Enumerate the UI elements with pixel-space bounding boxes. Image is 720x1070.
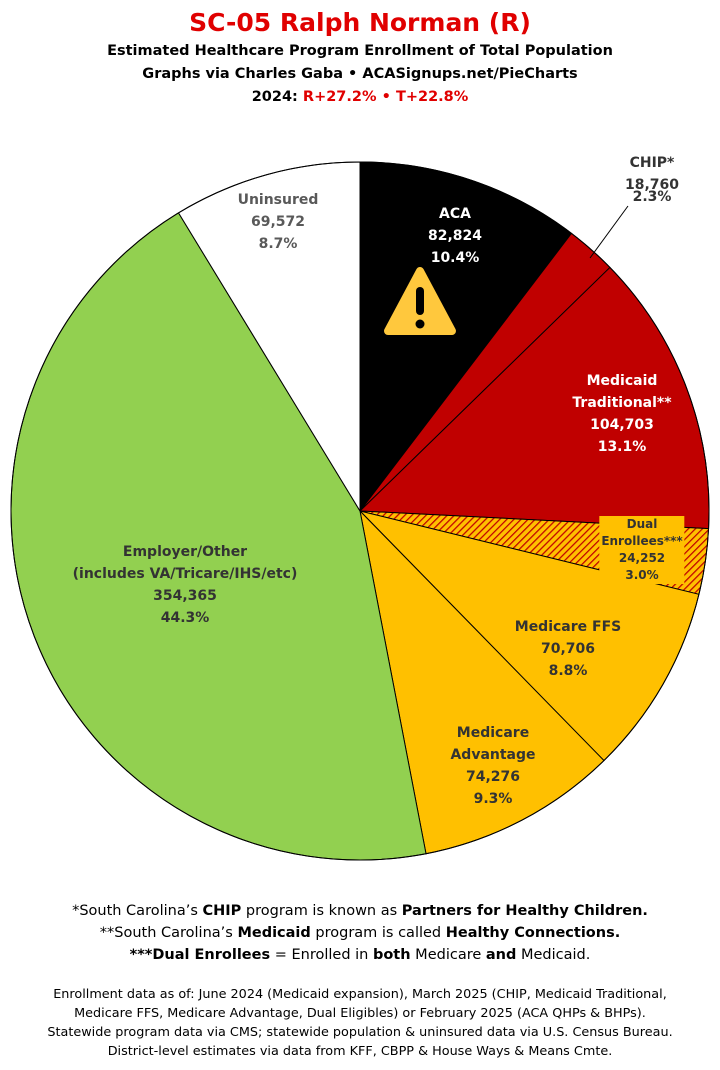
percent-label: 3.0% bbox=[625, 568, 659, 582]
count-label: 104,703 bbox=[590, 417, 654, 433]
count-label: 82,824 bbox=[427, 228, 483, 244]
slice-label: Uninsured 69,572 8.7% bbox=[238, 189, 319, 255]
slice-label: Dual Enrollees*** 24,252 3.0% bbox=[599, 516, 685, 584]
percent-label: 44.3% bbox=[160, 610, 210, 626]
sources: Enrollment data as of: June 2024 (Medica… bbox=[0, 985, 720, 1061]
slice-label: Employer/Other (includes VA/Tricare/IHS/… bbox=[73, 541, 298, 629]
slice-label: Medicaid Traditional** 104,703 13.1% bbox=[572, 370, 671, 458]
subtitle: Graphs via Charles Gaba • ACASignups.net… bbox=[142, 66, 578, 82]
footnote-part: CHIP bbox=[202, 903, 242, 919]
category-label: Medicare FFS bbox=[514, 619, 622, 635]
margin-t: T+22.8% bbox=[395, 89, 469, 105]
margins: 2024: R+27.2% • T+22.8% bbox=[0, 86, 720, 109]
slice-label: Medicare Advantage 74,276 9.3% bbox=[450, 722, 535, 810]
footnote: **South Carolina’s Medicaid program is c… bbox=[0, 922, 720, 944]
footnote-part: Medicare bbox=[410, 947, 486, 963]
footnote-part: and bbox=[485, 947, 517, 963]
percent-label: 10.4% bbox=[430, 250, 480, 266]
leader-line bbox=[589, 205, 629, 259]
header: SC-05 Ralph Norman (R) Estimated Healthc… bbox=[0, 6, 720, 109]
category-label: Uninsured bbox=[237, 192, 319, 208]
count-label: 69,572 bbox=[250, 214, 306, 230]
margin-sep: • bbox=[381, 89, 391, 105]
source-line: Statewide program data via CMS; statewid… bbox=[47, 1025, 673, 1040]
footnote: ***Dual Enrollees = Enrolled in both Med… bbox=[0, 944, 720, 966]
title: SC-05 Ralph Norman (R) bbox=[189, 8, 531, 37]
count-label: 74,276 bbox=[465, 769, 521, 785]
warning-icon bbox=[384, 267, 456, 335]
count-percent: 24,252 3.0% bbox=[601, 550, 682, 584]
percent-label: 2.3% bbox=[632, 189, 672, 205]
percent-label: 13.1% bbox=[597, 439, 647, 455]
source-line: Medicare FFS, Medicare Advantage, Dual E… bbox=[74, 1006, 646, 1021]
subtitle: Estimated Healthcare Program Enrollment … bbox=[107, 43, 613, 59]
warning-dot bbox=[415, 319, 425, 329]
percent-label: 8.7% bbox=[258, 236, 298, 252]
slice-label: Medicare FFS 70,706 8.8% bbox=[515, 616, 621, 682]
footnote-part: both bbox=[372, 947, 411, 963]
source-line: Enrollment data as of: June 2024 (Medica… bbox=[53, 987, 667, 1002]
count-label: 354,365 bbox=[153, 588, 217, 604]
footnote-part: ***Dual Enrollees bbox=[129, 947, 271, 963]
footnote-part: Partners for Healthy Children. bbox=[401, 903, 648, 919]
footnote: *South Carolina’s CHIP program is known … bbox=[0, 900, 720, 922]
count-label: 24,252 bbox=[618, 551, 666, 565]
slice-label: CHIP* 18,760 bbox=[618, 152, 686, 196]
percent-label: 8.8% bbox=[548, 663, 588, 679]
footnote-part: **South Carolina’s bbox=[99, 925, 238, 941]
footnote-part: = Enrolled in bbox=[270, 947, 373, 963]
margin-prefix: 2024: bbox=[251, 89, 298, 105]
slice-label: ACA 82,824 10.4% bbox=[428, 203, 482, 269]
source-line: District-level estimates via data from K… bbox=[107, 1044, 613, 1059]
footnote-part: *South Carolina’s bbox=[72, 903, 203, 919]
footnote-part: Medicaid bbox=[237, 925, 311, 941]
footnotes: *South Carolina’s CHIP program is known … bbox=[0, 900, 720, 966]
category-label: CHIP* bbox=[629, 155, 675, 171]
footnote-part: program is called bbox=[310, 925, 446, 941]
category-label: Dual Enrollees*** bbox=[601, 517, 683, 548]
footnote-part: Healthy Connections. bbox=[445, 925, 621, 941]
count-label: 70,706 bbox=[540, 641, 596, 657]
category-label: ACA bbox=[439, 206, 471, 222]
warning-bar bbox=[416, 287, 424, 315]
slice-label: 2.3% bbox=[633, 186, 672, 208]
percent-label: 9.3% bbox=[473, 791, 513, 807]
footnote-part: Medicaid. bbox=[516, 947, 591, 963]
footnote-part: program is known as bbox=[241, 903, 402, 919]
margin-r: R+27.2% bbox=[302, 89, 377, 105]
category-label: Employer/Other (includes VA/Tricare/IHS/… bbox=[72, 544, 298, 582]
category-label: Medicaid Traditional** bbox=[572, 373, 672, 411]
count-label: 18,760 bbox=[624, 177, 680, 193]
category-label: Medicare Advantage bbox=[450, 725, 536, 763]
pie-outline bbox=[10, 161, 710, 861]
